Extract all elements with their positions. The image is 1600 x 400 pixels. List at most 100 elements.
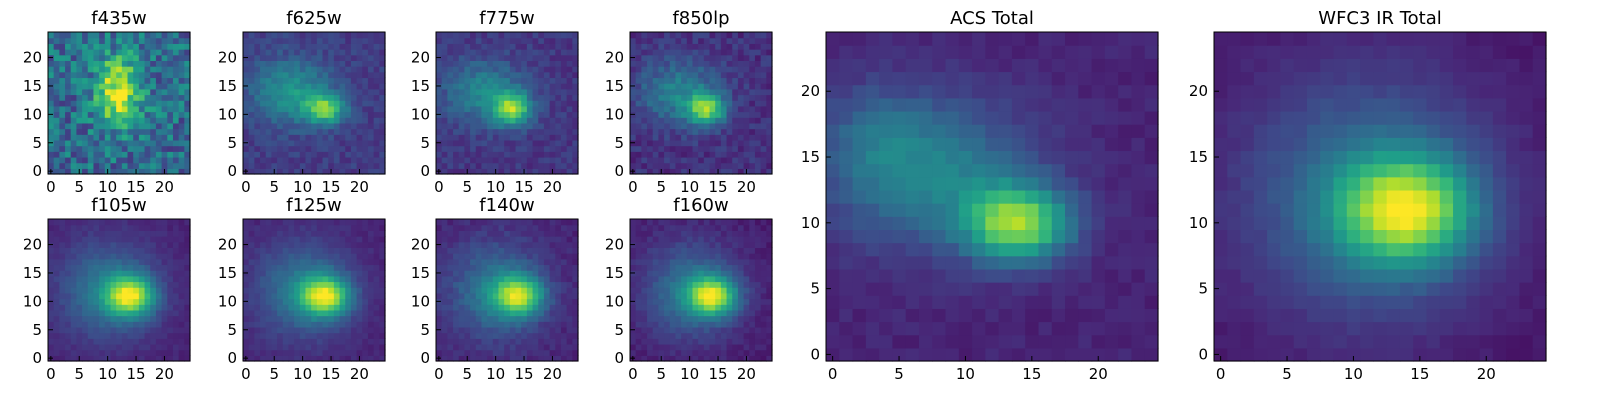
pixel-cell [532, 151, 539, 158]
pixel-cell [144, 309, 151, 317]
pixel-cell [65, 349, 72, 356]
pixel-cell [282, 281, 290, 288]
y-tick-label: 15 [218, 264, 237, 282]
pixel-cell [339, 224, 346, 231]
pixel-cell [133, 71, 140, 79]
pixel-cell [316, 270, 324, 277]
pixel-cell [715, 43, 722, 50]
pixel-cell [521, 236, 528, 243]
pixel-cell [566, 37, 573, 44]
pixel-cell [566, 122, 573, 130]
pixel-cell [498, 88, 505, 96]
pixel-cell [121, 88, 129, 96]
pixel-cell [53, 105, 60, 113]
pixel-cell [248, 77, 255, 84]
pixel-cell [316, 241, 324, 248]
pixel-cell [749, 60, 756, 67]
pixel-cell [515, 151, 522, 158]
pixel-cell [732, 32, 739, 39]
pixel-cell [481, 338, 488, 345]
pixel-cell [116, 66, 123, 73]
pixel-cell [93, 270, 100, 277]
pixel-cell [526, 281, 534, 288]
pixel-cell [311, 258, 318, 266]
pixel-cell [316, 332, 324, 339]
pixel-cell [150, 60, 157, 67]
y-tick-label: 15 [23, 77, 42, 95]
pixel-cell [265, 156, 272, 164]
pixel-cell [99, 122, 106, 130]
pixel-cell [322, 298, 329, 305]
y-tick-label: 15 [411, 77, 430, 95]
pixel-cell [675, 43, 682, 50]
pixel-cell [487, 281, 494, 288]
pixel-cell [367, 66, 375, 73]
pixel-cell [322, 275, 329, 283]
pixel-cell [509, 49, 517, 56]
pixel-cell [766, 315, 773, 322]
pixel-cell [515, 315, 522, 322]
pixel-cell [311, 54, 318, 61]
pixel-cell [669, 264, 677, 271]
pixel-cell [104, 298, 112, 305]
pixel-cell [572, 60, 579, 67]
pixel-cell [754, 321, 762, 328]
pixel-cell [760, 168, 767, 175]
pixel-cell [635, 264, 642, 271]
pixel-cell [48, 230, 55, 237]
pixel-cell [87, 270, 95, 277]
pixel-cell [732, 338, 739, 345]
pixel-cell [481, 139, 488, 147]
pixel-cell [647, 315, 654, 322]
pixel-cell [447, 309, 454, 317]
pixel-cell [692, 49, 699, 56]
pixel-cell [379, 71, 386, 79]
pixel-cell [93, 332, 100, 339]
pixel-cell [749, 264, 756, 271]
pixel-cell [532, 224, 539, 231]
pixel-cell [350, 128, 358, 135]
pixel-cell [470, 77, 477, 84]
pixel-cell [161, 162, 168, 169]
pixel-cell [254, 253, 261, 260]
pixel-cell [48, 77, 55, 84]
pixel-cell [681, 54, 688, 61]
pixel-cell [754, 355, 762, 362]
pixel-cell [104, 128, 112, 135]
pixel-cell [664, 60, 671, 67]
pixel-cell [675, 270, 682, 277]
pixel-cell [692, 156, 699, 164]
pixel-cell [121, 264, 129, 271]
pixel-cell [498, 315, 505, 322]
pixel-cell [481, 100, 488, 107]
pixel-cell [116, 105, 123, 113]
pixel-cell [104, 281, 112, 288]
pixel-cell [333, 32, 341, 39]
pixel-cell [167, 332, 174, 339]
pixel-cell [538, 168, 545, 175]
pixel-cell [566, 83, 573, 90]
pixel-cell [720, 49, 728, 56]
pixel-cell [692, 264, 699, 271]
pixel-cell [167, 145, 174, 152]
pixel-cell [681, 275, 688, 283]
pixel-cell [675, 66, 682, 73]
pixel-cell [362, 332, 369, 339]
pixel-cell [277, 224, 284, 231]
pixel-cell [521, 338, 528, 345]
pixel-cell [172, 162, 180, 169]
pixel-cell [254, 219, 261, 226]
pixel-cell [248, 88, 255, 96]
pixel-cell [538, 32, 545, 39]
pixel-cell [373, 83, 380, 90]
pixel-cell [692, 343, 699, 351]
pixel-cell [339, 287, 346, 294]
pixel-cell [441, 287, 448, 294]
pixel-cell [260, 292, 267, 300]
pixel-cell [116, 111, 123, 118]
pixel-cell [630, 49, 637, 56]
pixel-cell [178, 134, 185, 141]
pixel-cell [379, 139, 386, 147]
pixel-cell [110, 292, 117, 300]
pixel-cell [754, 304, 762, 311]
